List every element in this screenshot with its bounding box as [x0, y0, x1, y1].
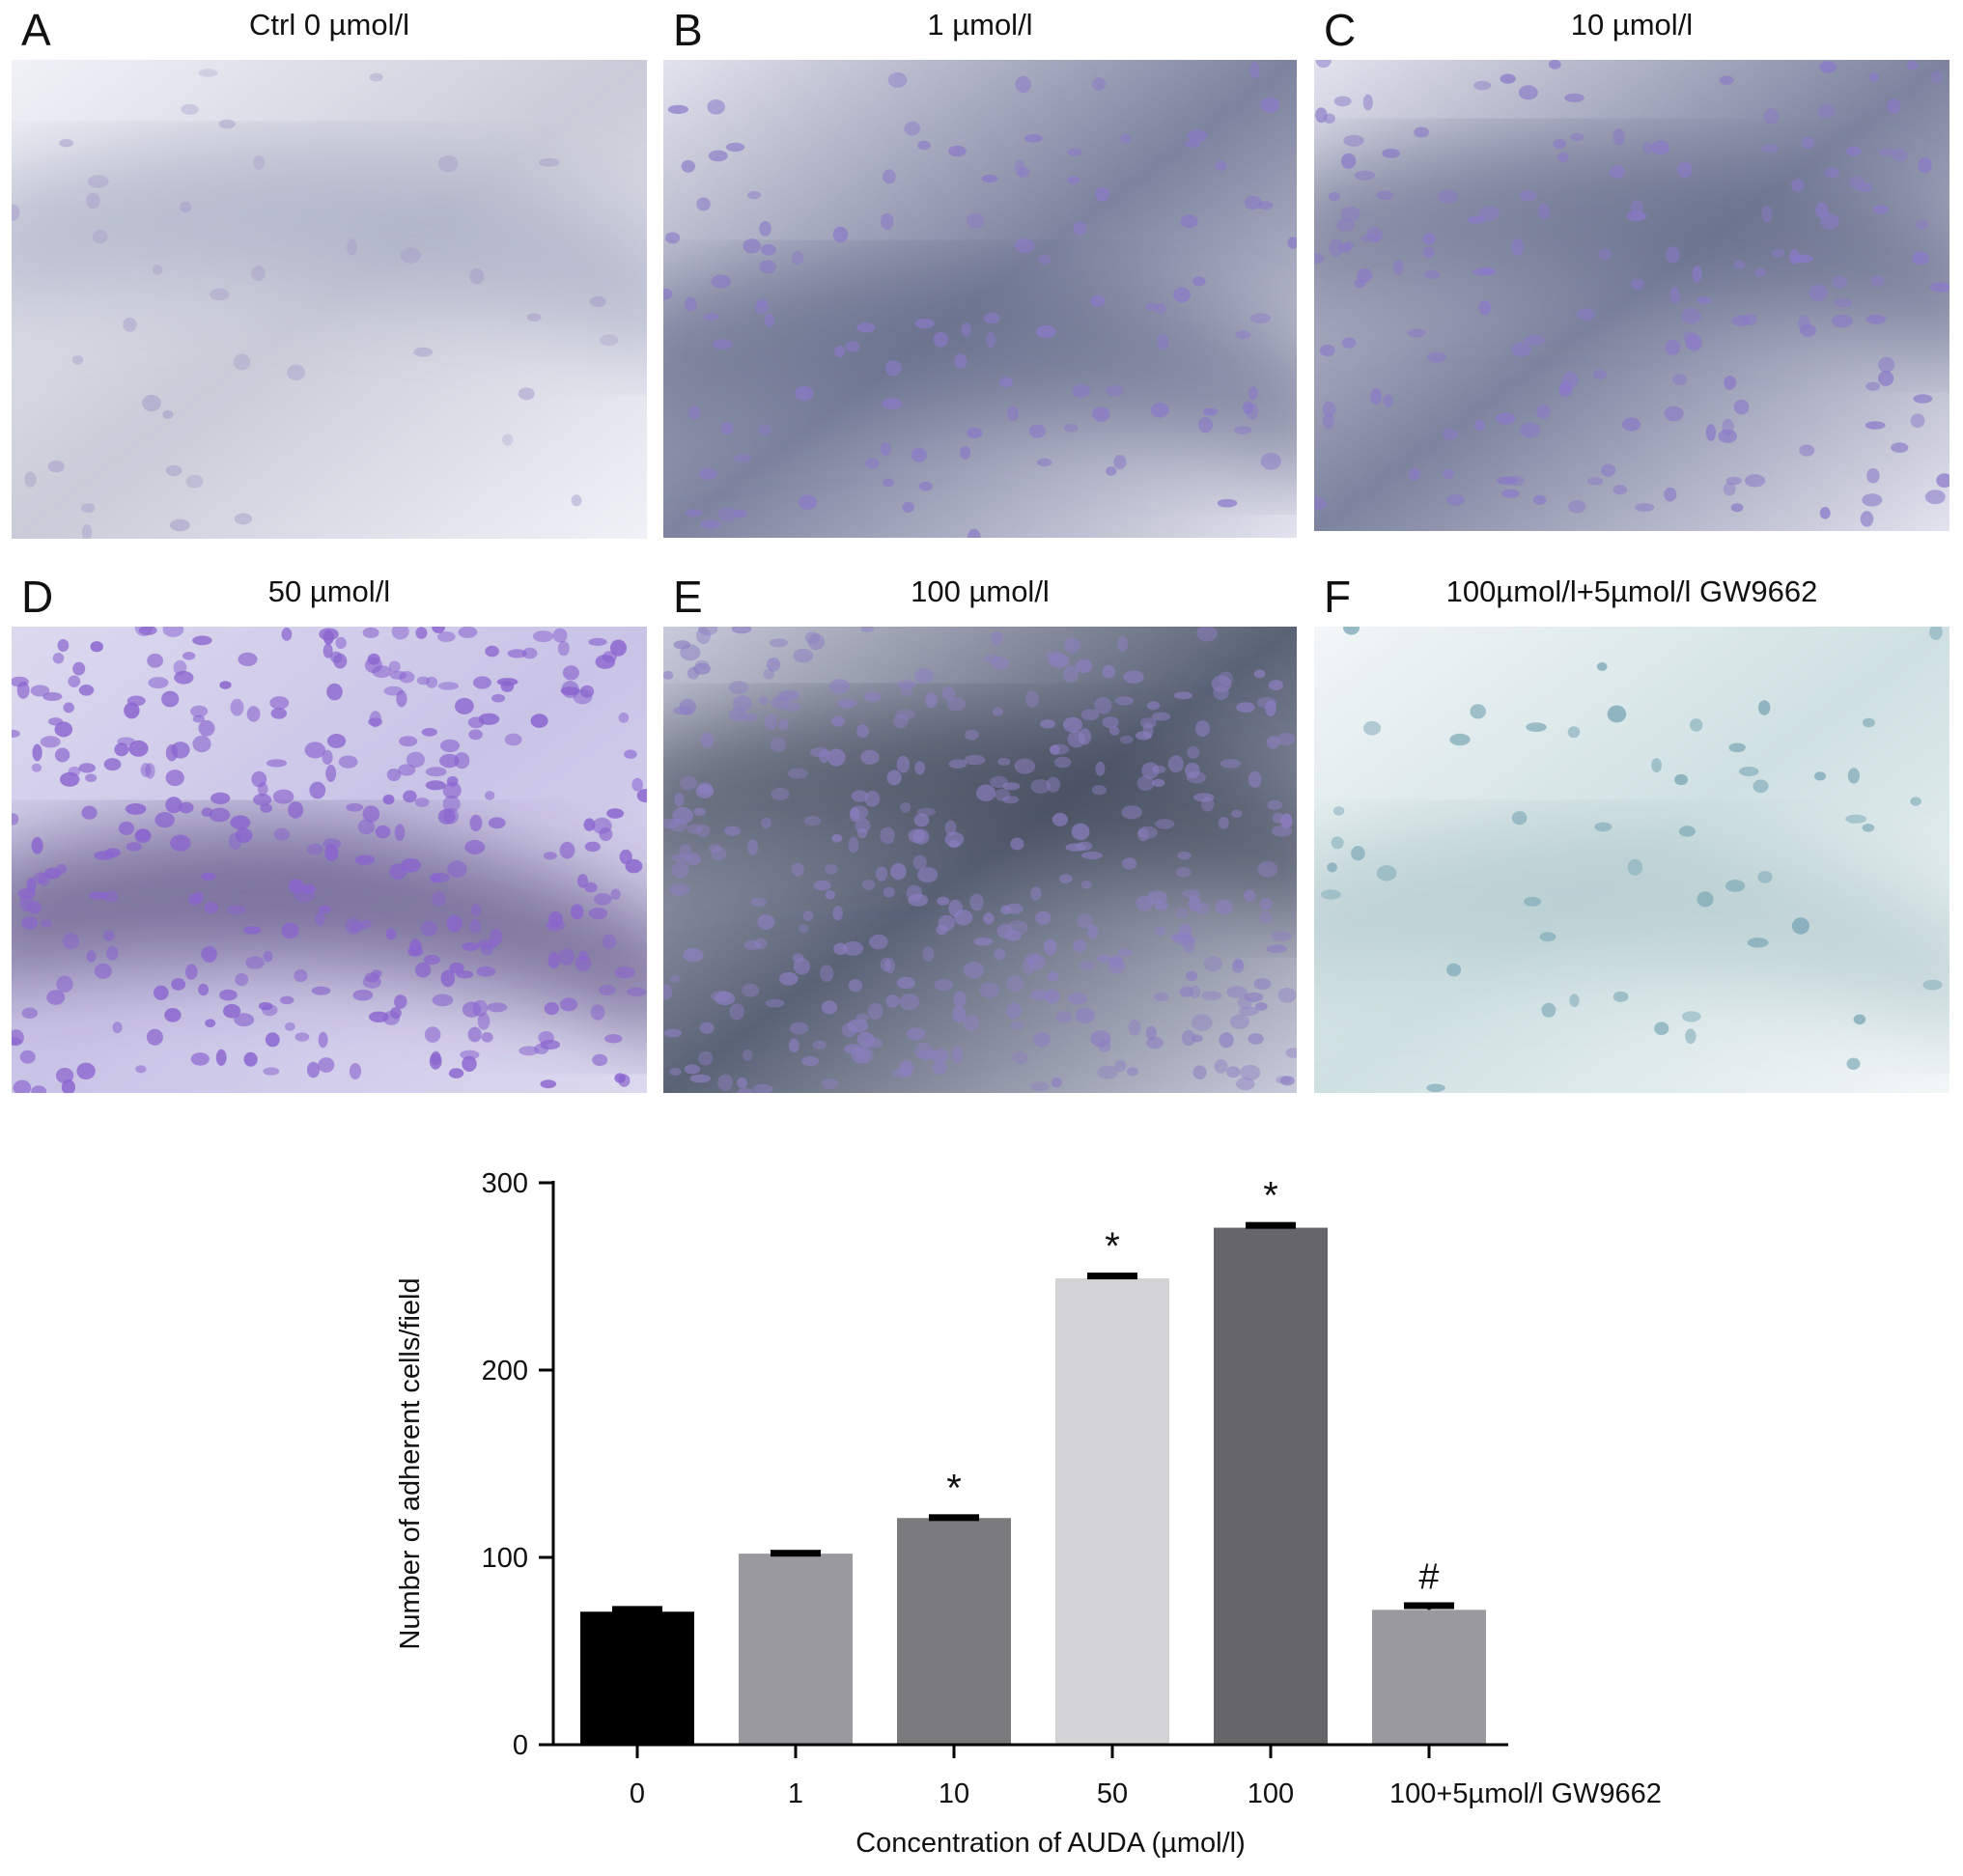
- micrograph-image: [12, 60, 647, 539]
- panel-letter: E: [673, 572, 703, 622]
- error-cap: [771, 1550, 821, 1557]
- bar: [1055, 1277, 1169, 1745]
- micrograph-image: [1314, 627, 1949, 1093]
- bar: [897, 1518, 1011, 1745]
- significance-marker: *: [1263, 1175, 1278, 1218]
- y-tick-label: 300: [482, 1168, 528, 1199]
- error-cap: [1246, 1221, 1296, 1229]
- panel-letter: F: [1324, 572, 1352, 622]
- bar-chart: 0 1 * 10 * 50 * 100 #100+5µmol/l GW9662 0 100 200 30…: [395, 1168, 1662, 1859]
- y-tick-label: 0: [513, 1730, 528, 1761]
- bar: [580, 1611, 694, 1745]
- bar: [739, 1554, 853, 1745]
- panel-letter: B: [673, 5, 703, 55]
- panel-letter: D: [21, 572, 54, 622]
- significance-marker: #: [1418, 1557, 1439, 1598]
- x-tick-label: 100: [1248, 1778, 1294, 1809]
- y-tick-label: 200: [482, 1356, 528, 1386]
- micrograph-image: [1314, 60, 1949, 531]
- panel-caption: 1 µmol/l: [927, 8, 1033, 42]
- x-tick-label: 0: [630, 1778, 645, 1809]
- panel-caption: 50 µmol/l: [267, 574, 391, 608]
- x-tick-label: 10: [939, 1778, 969, 1809]
- x-tick-label: 50: [1097, 1778, 1128, 1809]
- panel-caption: 10 µmol/l: [1570, 8, 1694, 42]
- error-cap: [1087, 1273, 1137, 1280]
- panel-caption: 100µmol/l+5µmol/l GW9662: [1445, 574, 1818, 608]
- x-tick-label: 100+5µmol/l GW9662: [1389, 1778, 1662, 1809]
- panel-letter: A: [21, 5, 51, 55]
- panel-caption: 100 µmol/l: [911, 574, 1050, 608]
- error-cap: [612, 1606, 662, 1613]
- panel-letter: C: [1324, 5, 1357, 55]
- error-cap: [1404, 1602, 1454, 1610]
- micrograph-image: [663, 60, 1297, 538]
- micrograph-image: [663, 627, 1297, 1093]
- bar: [1372, 1610, 1486, 1745]
- significance-marker: *: [946, 1467, 962, 1509]
- y-tick-label: 100: [482, 1543, 528, 1574]
- bar: [1214, 1227, 1328, 1745]
- y-axis-label: Number of adherent cells/field: [395, 1277, 426, 1649]
- micrograph-image: [12, 627, 647, 1093]
- error-cap: [929, 1514, 979, 1522]
- x-tick-label: 1: [788, 1778, 803, 1809]
- significance-marker: *: [1105, 1225, 1120, 1268]
- x-axis-label: Concentration of AUDA (µmol/l): [855, 1828, 1246, 1859]
- panel-caption: Ctrl 0 µmol/l: [249, 8, 409, 42]
